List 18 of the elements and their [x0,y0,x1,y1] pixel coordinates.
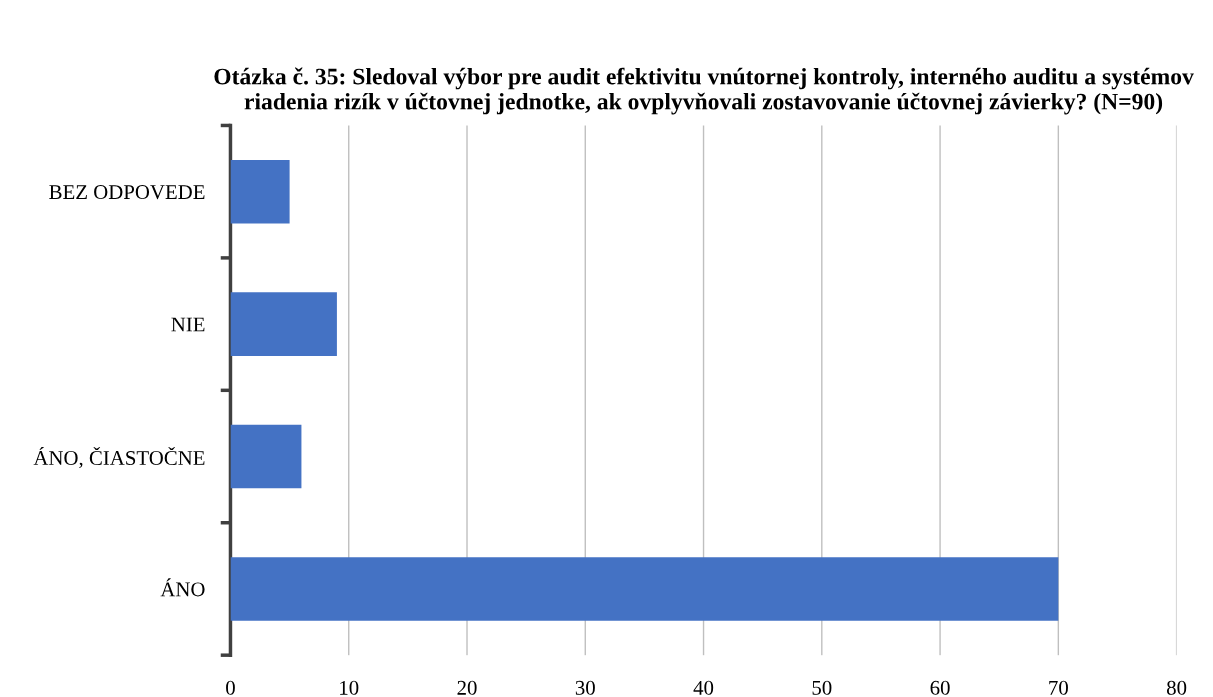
x-tick-label: 10 [340,680,359,695]
x-tick-label: 30 [575,680,595,695]
bar [230,424,302,489]
chart-title: Otázka č. 35: Sledoval výbor pre audit efektivitu vnútornej kontroly, interného auditu a systémov riadenia rizík v účtovnej jednotke, ak ovplyvňovali zostavovanie účtovnej závierky? (N=90) [214,67,1194,115]
bar [230,292,337,356]
x-tick-label: 40 [693,680,714,695]
y-tick-label: BEZ ODPOVEDE [49,185,205,200]
y-tick-label: ÁNO, ČIASTOČNE [33,447,205,469]
x-tick-label: 50 [812,680,832,695]
x-tick-label: 20 [457,680,477,695]
bar [230,557,1059,621]
y-tick-label: ÁNO [160,578,205,597]
x-tick-label: 60 [930,680,950,695]
x-tick-label: 70 [1049,680,1068,695]
x-tick-label: 0 [226,680,235,695]
bar [230,159,290,224]
y-tick-label: NIE [171,317,205,332]
x-tick-label: 80 [1166,680,1187,695]
